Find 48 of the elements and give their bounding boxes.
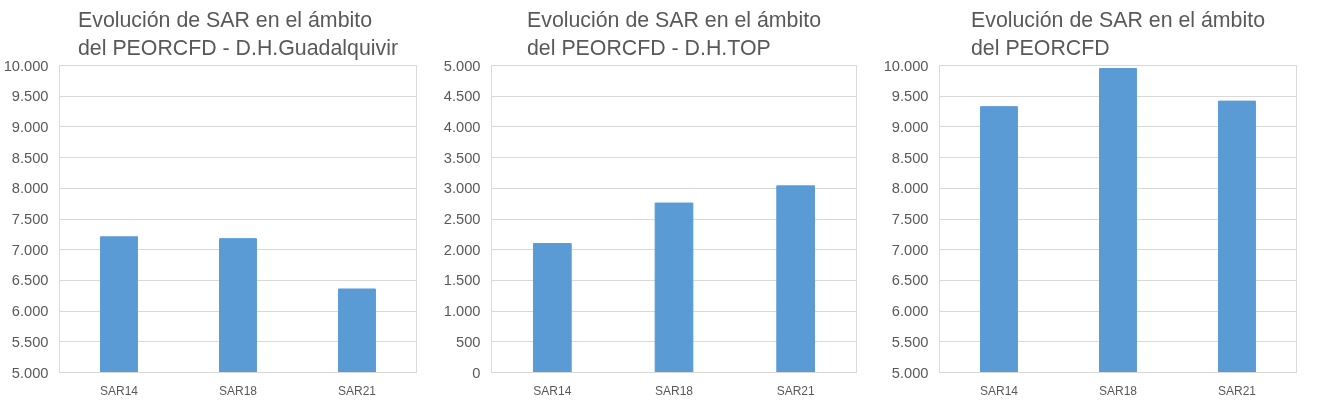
bar [654,202,694,373]
y-tick-label: 4.000 [443,118,481,135]
x-tick-label: SAR14 [979,383,1019,398]
bar [532,243,572,373]
y-tick-label: 9.500 [891,88,929,105]
x-tick-label: SAR21 [1217,383,1257,398]
y-tick-label: 5.500 [11,333,49,350]
chart-title: Evolución de SAR en el ámbito del PEORCFD - D.H.Guadalquivir [77,7,399,61]
y-tick-label: 3.500 [443,149,481,166]
bar [776,185,816,373]
y-tick-label: 2.000 [443,241,481,258]
y-tick-label: 8.500 [891,149,929,166]
y-tick-label: 9.500 [11,88,49,105]
y-tick-label: 9.000 [11,118,49,135]
y-tick-label: 6.000 [891,303,929,320]
y-tick-label: 0 [472,364,481,381]
y-tick-label: 4.500 [443,88,481,105]
y-tick-label: 8.000 [891,180,929,197]
y-tick-label: 5.000 [891,364,929,381]
x-tick-label: SAR18 [654,383,694,398]
y-tick-label: 5.500 [891,333,929,350]
y-tick-label: 5.000 [11,364,49,381]
chart-title: Evolución de SAR en el ámbito del PEORCFD [970,7,1266,61]
x-tick-label: SAR21 [776,383,815,398]
y-tick-label: 10.000 [3,57,49,74]
x-tick-label: SAR14 [99,383,139,398]
y-tick-label: 6.000 [11,303,49,320]
y-tick-label: 1.000 [443,303,481,320]
y-tick-label: 10.000 [883,57,929,74]
y-tick-label: 9.000 [891,118,929,135]
y-tick-label: 8.000 [11,180,49,197]
y-tick-label: 3.000 [443,180,481,197]
y-tick-label: 5.000 [443,57,481,74]
x-tick-label: SAR18 [218,383,258,398]
x-tick-label: SAR18 [1098,383,1138,398]
y-tick-label: 2.500 [443,211,481,227]
y-tick-label: 7.000 [891,241,929,258]
y-tick-label: 6.500 [11,272,49,289]
chart-title: Evolución de SAR en el ámbito del PEORCFD - D.H.TOP [526,7,822,61]
y-tick-label: 6.500 [891,272,929,289]
y-tick-label: 7.000 [11,241,49,258]
x-tick-label: SAR21 [337,383,377,398]
y-tick-label: 7.500 [11,211,49,227]
y-tick-label: 500 [456,333,481,350]
y-tick-label: 1.500 [443,272,481,289]
y-tick-label: 7.500 [891,211,929,227]
x-tick-label: SAR14 [533,383,572,398]
y-tick-label: 8.500 [11,149,49,166]
